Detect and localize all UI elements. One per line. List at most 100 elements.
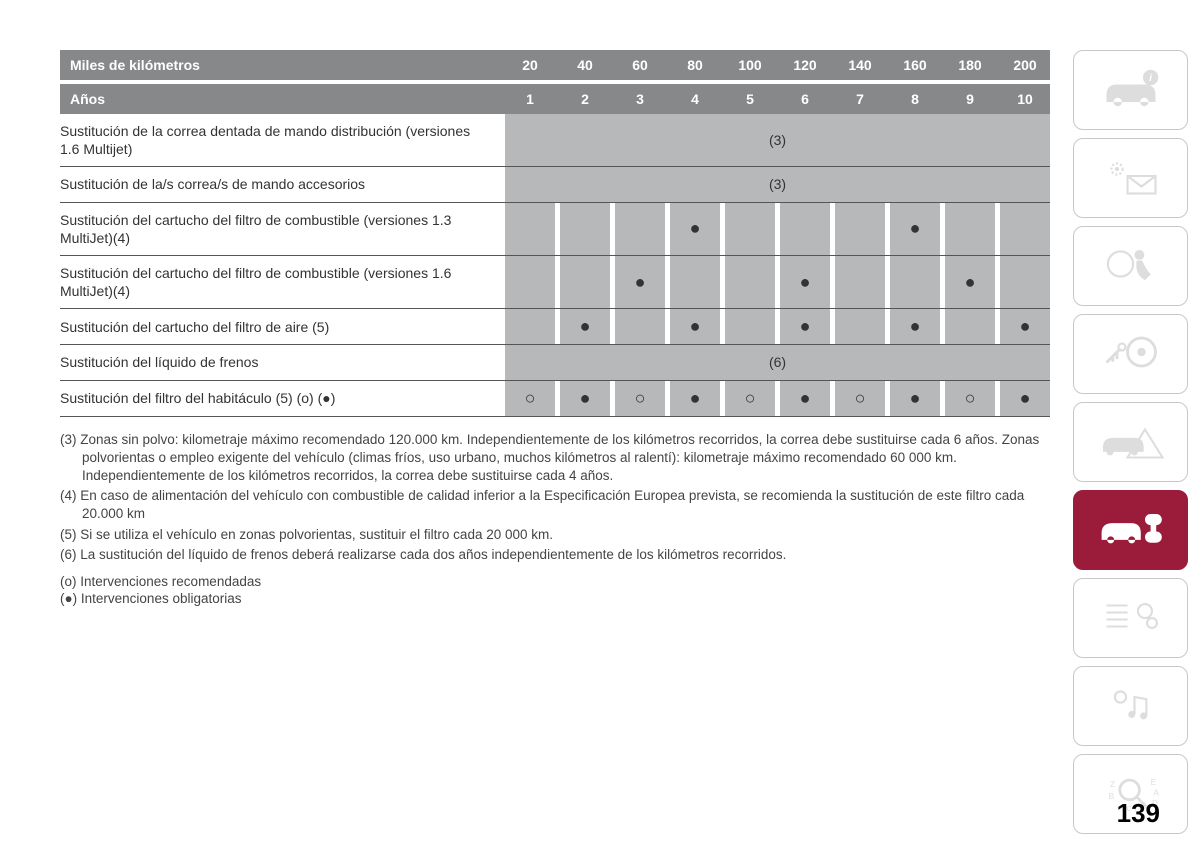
- row-mark: [615, 309, 665, 345]
- media-icon: [1096, 679, 1166, 734]
- car-info-tab[interactable]: i: [1073, 50, 1188, 130]
- airbag-tab[interactable]: [1073, 226, 1188, 306]
- airbag-icon: [1096, 239, 1166, 294]
- list-gear-tab[interactable]: [1073, 578, 1188, 658]
- maintenance-table: Miles de kilómetros204060801001201401601…: [60, 50, 1050, 417]
- footnote: (5) Si se utiliza el vehículo en zonas p…: [60, 526, 1050, 544]
- svg-text:A: A: [1153, 787, 1159, 797]
- table-row: Sustitución del líquido de frenos(6): [60, 345, 1050, 380]
- row-mark: [505, 309, 555, 345]
- row-mark: ○: [945, 380, 995, 416]
- sun-mail-tab[interactable]: [1073, 138, 1188, 218]
- legend-item: (●) Intervenciones obligatorias: [60, 591, 1050, 606]
- row-mark: ●: [560, 309, 610, 345]
- row-mark: [725, 202, 775, 255]
- row-mark: ○: [615, 380, 665, 416]
- row-label: Sustitución del cartucho del filtro de a…: [60, 309, 500, 345]
- row-mark: [505, 202, 555, 255]
- header-value: 2: [560, 84, 610, 114]
- key-wheel-tab[interactable]: [1073, 314, 1188, 394]
- row-mark: ●: [670, 202, 720, 255]
- row-mark: ●: [670, 309, 720, 345]
- car-wrench-tab[interactable]: [1073, 490, 1188, 570]
- header-value: 100: [725, 50, 775, 80]
- row-mark: [1000, 202, 1050, 255]
- header-value: 6: [780, 84, 830, 114]
- header-value: 140: [835, 50, 885, 80]
- row-mark: [670, 255, 720, 308]
- row-label: Sustitución del cartucho del filtro de c…: [60, 202, 500, 255]
- row-label: Sustitución del filtro del habitáculo (5…: [60, 380, 500, 416]
- table-row: Sustitución de la correa dentada de mand…: [60, 114, 1050, 167]
- row-label: Sustitución del líquido de frenos: [60, 345, 500, 380]
- car-warning-icon: [1096, 415, 1166, 470]
- row-span-value: (3): [505, 114, 1050, 167]
- row-mark: ●: [780, 255, 830, 308]
- row-mark: ●: [780, 380, 830, 416]
- row-mark: ○: [835, 380, 885, 416]
- header-value: 180: [945, 50, 995, 80]
- header-value: 1: [505, 84, 555, 114]
- row-label: Sustitución de la/s correa/s de mando ac…: [60, 167, 500, 202]
- header-value: 5: [725, 84, 775, 114]
- row-mark: ●: [890, 380, 940, 416]
- row-mark: ●: [890, 202, 940, 255]
- row-mark: [505, 255, 555, 308]
- svg-text:B: B: [1108, 791, 1114, 801]
- svg-text:Z: Z: [1110, 779, 1115, 789]
- footnote: (3) Zonas sin polvo: kilometraje máximo …: [60, 431, 1050, 486]
- header-label: Miles de kilómetros: [60, 50, 500, 80]
- row-mark: [615, 202, 665, 255]
- row-mark: [835, 202, 885, 255]
- header-value: 10: [1000, 84, 1050, 114]
- header-value: 4: [670, 84, 720, 114]
- footnote: (6) La sustitución del líquido de frenos…: [60, 546, 1050, 564]
- row-mark: [725, 309, 775, 345]
- row-span-value: (6): [505, 345, 1050, 380]
- table-row: Sustitución de la/s correa/s de mando ac…: [60, 167, 1050, 202]
- row-mark: [1000, 255, 1050, 308]
- row-mark: ●: [890, 309, 940, 345]
- row-mark: [835, 309, 885, 345]
- car-info-icon: i: [1096, 63, 1166, 118]
- header-value: 80: [670, 50, 720, 80]
- header-label: Años: [60, 84, 500, 114]
- header-value: 120: [780, 50, 830, 80]
- row-mark: ●: [780, 309, 830, 345]
- svg-text:E: E: [1150, 777, 1156, 787]
- table-row: Sustitución del filtro del habitáculo (5…: [60, 380, 1050, 416]
- row-mark: [835, 255, 885, 308]
- row-mark: [945, 309, 995, 345]
- header-value: 160: [890, 50, 940, 80]
- header-value: 60: [615, 50, 665, 80]
- row-mark: ●: [615, 255, 665, 308]
- media-tab[interactable]: [1073, 666, 1188, 746]
- row-mark: ●: [1000, 380, 1050, 416]
- row-mark: ○: [505, 380, 555, 416]
- list-gear-icon: [1096, 591, 1166, 646]
- sun-mail-icon: [1096, 151, 1166, 206]
- footnote: (4) En caso de alimentación del vehículo…: [60, 487, 1050, 523]
- legend: (o) Intervenciones recomendadas (●) Inter…: [60, 574, 1050, 606]
- row-mark: ●: [1000, 309, 1050, 345]
- row-mark: [560, 255, 610, 308]
- main-content: Miles de kilómetros204060801001201401601…: [60, 50, 1050, 608]
- legend-item: (o) Intervenciones recomendadas: [60, 574, 1050, 589]
- car-wrench-icon: [1096, 503, 1166, 558]
- row-mark: ○: [725, 380, 775, 416]
- header-value: 7: [835, 84, 885, 114]
- row-mark: ●: [945, 255, 995, 308]
- row-mark: [725, 255, 775, 308]
- row-mark: ●: [560, 380, 610, 416]
- header-value: 200: [1000, 50, 1050, 80]
- header-value: 40: [560, 50, 610, 80]
- row-mark: ●: [670, 380, 720, 416]
- table-body: Sustitución de la correa dentada de mand…: [60, 114, 1050, 416]
- car-warning-tab[interactable]: [1073, 402, 1188, 482]
- table-header: Miles de kilómetros204060801001201401601…: [60, 50, 1050, 114]
- header-value: 20: [505, 50, 555, 80]
- footnotes: (3) Zonas sin polvo: kilometraje máximo …: [60, 431, 1050, 565]
- row-mark: [780, 202, 830, 255]
- row-span-value: (3): [505, 167, 1050, 202]
- table-row: Sustitución del cartucho del filtro de c…: [60, 202, 1050, 255]
